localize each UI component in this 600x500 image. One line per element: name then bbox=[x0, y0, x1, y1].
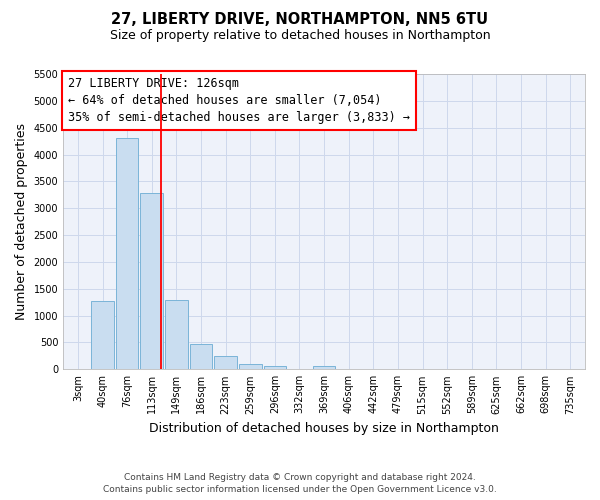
Text: 27, LIBERTY DRIVE, NORTHAMPTON, NN5 6TU: 27, LIBERTY DRIVE, NORTHAMPTON, NN5 6TU bbox=[112, 12, 488, 28]
Text: 27 LIBERTY DRIVE: 126sqm
← 64% of detached houses are smaller (7,054)
35% of sem: 27 LIBERTY DRIVE: 126sqm ← 64% of detach… bbox=[68, 77, 410, 124]
X-axis label: Distribution of detached houses by size in Northampton: Distribution of detached houses by size … bbox=[149, 422, 499, 435]
Bar bbox=[165, 300, 188, 370]
Bar bbox=[140, 192, 163, 370]
Bar bbox=[313, 366, 335, 370]
Y-axis label: Number of detached properties: Number of detached properties bbox=[15, 123, 28, 320]
Bar bbox=[263, 366, 286, 370]
Text: Size of property relative to detached houses in Northampton: Size of property relative to detached ho… bbox=[110, 29, 490, 42]
Bar bbox=[116, 138, 139, 370]
Text: Contains public sector information licensed under the Open Government Licence v3: Contains public sector information licen… bbox=[103, 485, 497, 494]
Bar bbox=[214, 356, 237, 370]
Bar bbox=[190, 344, 212, 369]
Bar bbox=[91, 301, 114, 370]
Text: Contains HM Land Registry data © Crown copyright and database right 2024.: Contains HM Land Registry data © Crown c… bbox=[124, 472, 476, 482]
Bar bbox=[239, 364, 262, 370]
